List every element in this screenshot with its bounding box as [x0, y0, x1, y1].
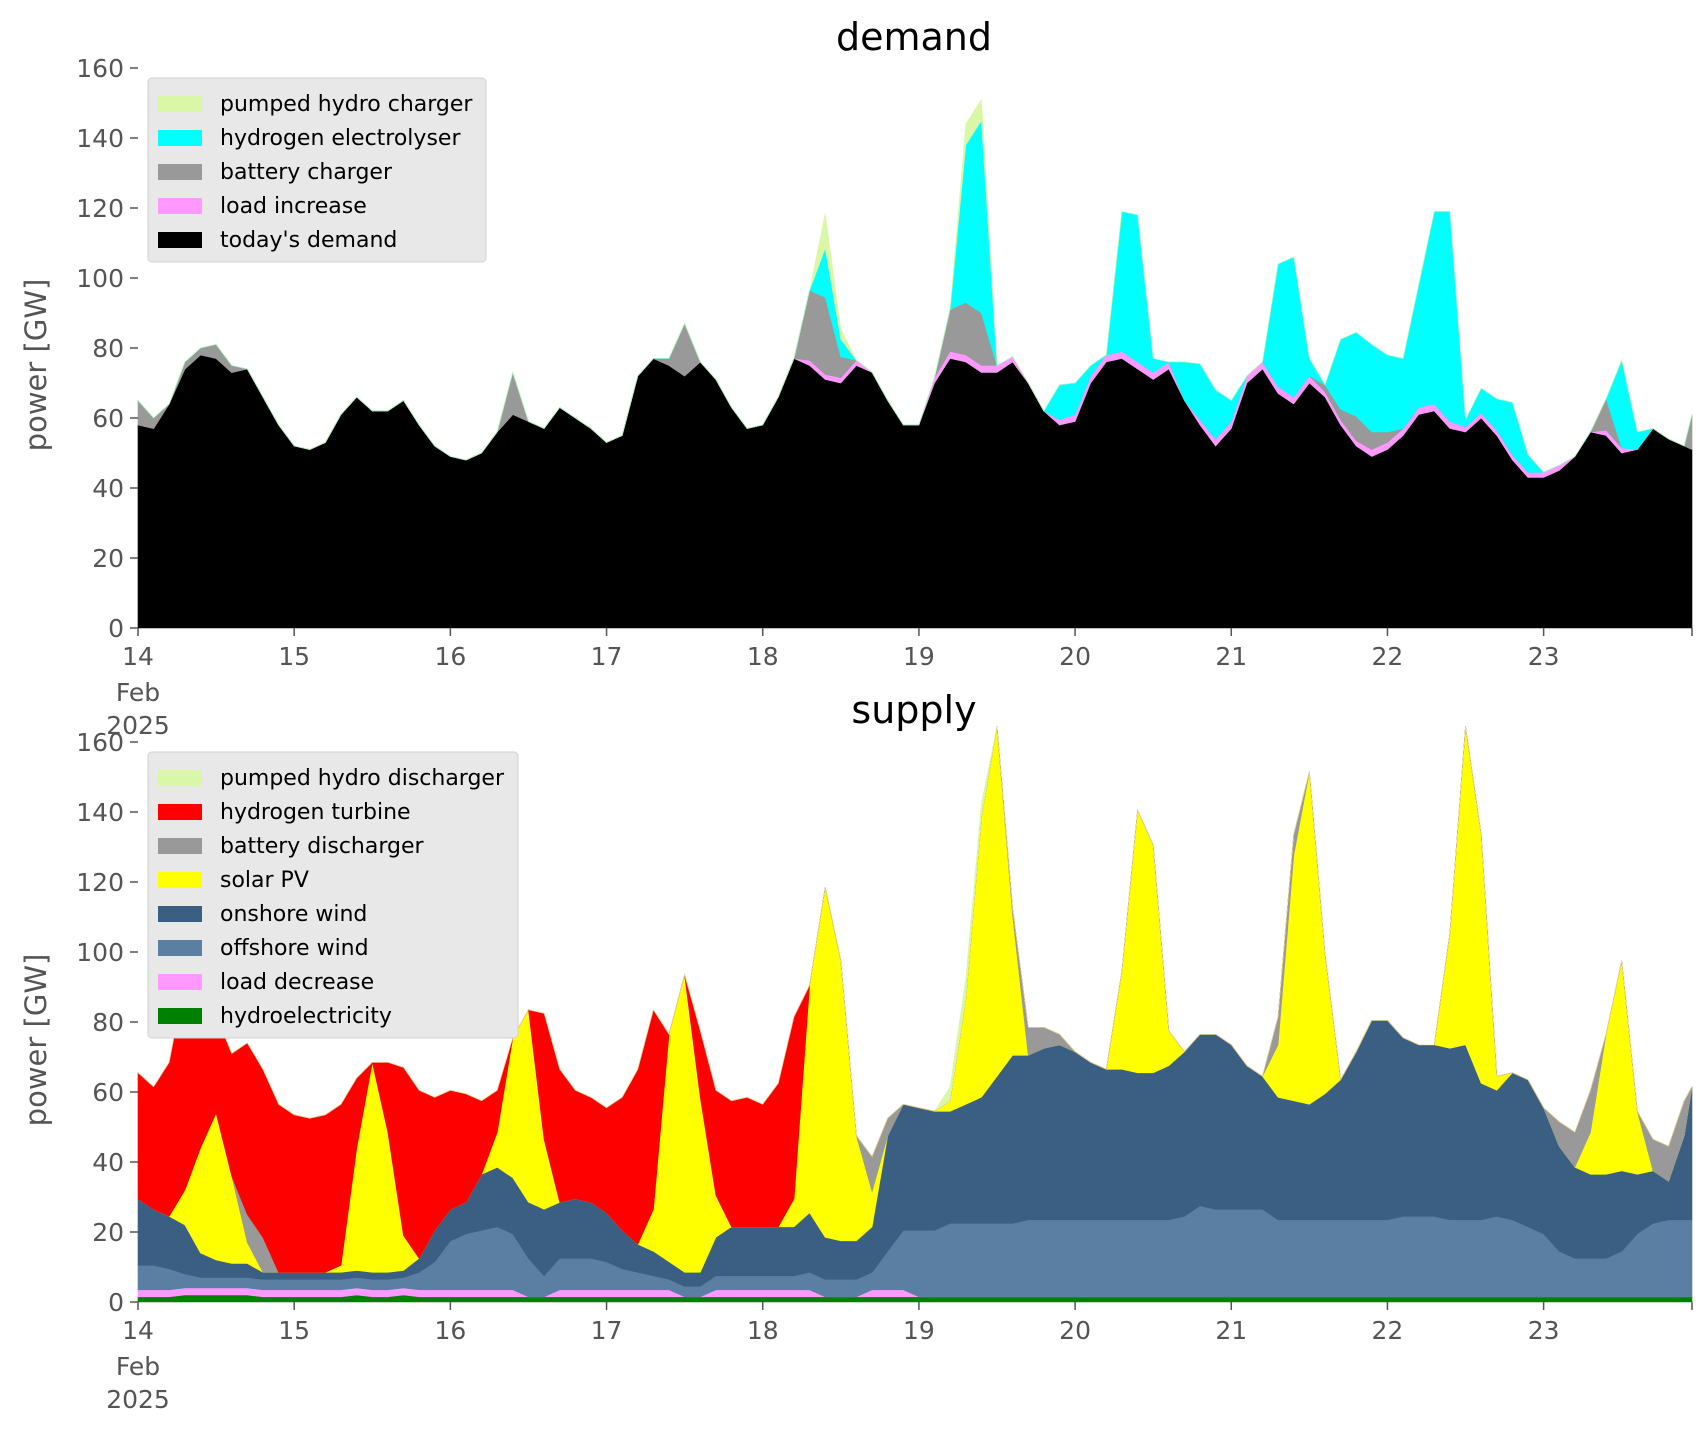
demand-y-tick-label: 20 — [92, 544, 124, 573]
demand-legend-label-today-s-demand: today's demand — [220, 228, 397, 253]
demand-y-tick-label: 0 — [108, 614, 124, 643]
supply-y-tick-label: 60 — [92, 1078, 124, 1107]
demand-legend-label-pumped-hydro-charger: pumped hydro charger — [220, 92, 473, 117]
supply-x-tick-label: 22 — [1372, 1316, 1404, 1345]
demand-y-tick-label: 80 — [92, 334, 124, 363]
supply-x-tick-sublabel: 2025 — [106, 1385, 170, 1414]
demand-legend-swatch-battery-charger — [158, 164, 202, 180]
demand-legend-swatch-load-increase — [158, 198, 202, 214]
supply-legend-swatch-battery-discharger — [158, 838, 202, 854]
supply-legend: pumped hydro discharger hydrogen turbine b… — [147, 751, 519, 1039]
demand-legend-swatch-hydrogen-electrolyser — [158, 130, 202, 146]
demand-y-tick-label: 40 — [92, 474, 124, 503]
supply-x-tick-label: 23 — [1528, 1316, 1560, 1345]
supply-y-tick-label: 100 — [76, 938, 124, 967]
supply-axes: 0 20 40 60 80 100 120 140 160 14 Feb 2025 15 16 17 18 19… — [76, 728, 1693, 1414]
supply-legend-label-onshore-wind: onshore wind — [220, 902, 367, 927]
supply-legend-label-hydrogen-turbine: hydrogen turbine — [220, 800, 411, 825]
demand-legend: pumped hydro charger hydrogen electrolyse… — [147, 77, 487, 263]
supply-y-tick-label: 160 — [76, 728, 124, 757]
supply-x-tick-label: 19 — [903, 1316, 935, 1345]
demand-legend-swatch-pumped-hydro-charger — [158, 96, 202, 112]
demand-x-tick-label: 17 — [591, 642, 623, 671]
supply-x-tick-sublabel: Feb — [116, 1352, 160, 1381]
supply-legend-swatch-hydroelectricity — [158, 1008, 202, 1024]
supply-x-tick-label: 21 — [1215, 1316, 1247, 1345]
supply-y-tick-label: 20 — [92, 1218, 124, 1247]
supply-legend-label-hydroelectricity: hydroelectricity — [220, 1004, 392, 1029]
demand-x-tick-sublabel: Feb — [116, 678, 160, 707]
demand-legend-swatch-today-s-demand — [158, 232, 202, 248]
supply-legend-swatch-solar-pv — [158, 872, 202, 888]
supply-legend-swatch-hydrogen-turbine — [158, 804, 202, 820]
demand-x-tick-label: 21 — [1215, 642, 1247, 671]
supply-legend-swatch-pumped-hydro-discharger — [158, 770, 202, 786]
demand-panel: demand power [GW] 0 20 40 60 80 100 120 140 160 1… — [19, 15, 1693, 740]
demand-x-tick-label: 20 — [1059, 642, 1091, 671]
demand-y-tick-label: 60 — [92, 404, 124, 433]
supply-panel: supply power [GW] 0 20 40 60 80 100 120 140 160 1… — [19, 688, 1693, 1414]
demand-pumped-hydro-charger-area — [137, 98, 1693, 473]
supply-legend-swatch-load-decrease — [158, 974, 202, 990]
supply-legend-box — [147, 751, 519, 1039]
demand-x-tick-label: 14 — [122, 642, 154, 671]
supply-legend-label-offshore-wind: offshore wind — [220, 936, 369, 961]
supply-legend-swatch-onshore-wind — [158, 906, 202, 922]
supply-legend-label-pumped-hydro-discharger: pumped hydro discharger — [220, 766, 505, 791]
demand-x-tick-label: 19 — [903, 642, 935, 671]
supply-legend-swatch-offshore-wind — [158, 940, 202, 956]
demand-x-tick-label: 15 — [278, 642, 310, 671]
supply-x-tick-label: 15 — [278, 1316, 310, 1345]
demand-x-tick-label: 23 — [1528, 642, 1560, 671]
supply-x-tick-label: 18 — [747, 1316, 779, 1345]
demand-legend-label-battery-charger: battery charger — [220, 160, 393, 185]
supply-legend-label-solar-pv: solar PV — [220, 868, 309, 893]
demand-legend-label-load-increase: load increase — [220, 194, 367, 219]
supply-plot-area — [137, 726, 1693, 1303]
supply-legend-label-load-decrease: load decrease — [220, 970, 374, 995]
supply-x-tick-label: 16 — [434, 1316, 466, 1345]
supply-y-tick-label: 0 — [108, 1288, 124, 1317]
supply-y-axis-label: power [GW] — [19, 954, 53, 1127]
demand-y-axis-label: power [GW] — [19, 279, 53, 452]
supply-pumped-hydro-discharger-area — [137, 726, 1693, 1158]
supply-y-tick-label: 80 — [92, 1008, 124, 1037]
demand-y-tick-label: 140 — [76, 124, 124, 153]
supply-y-tick-label: 40 — [92, 1148, 124, 1177]
demand-legend-box — [147, 77, 487, 263]
demand-x-tick-label: 22 — [1372, 642, 1404, 671]
demand-x-tick-sublabel: 2025 — [106, 711, 170, 740]
demand-axes: 0 20 40 60 80 100 120 140 160 14 Feb 2025 15 16 17 18 19… — [76, 54, 1693, 740]
supply-y-tick-label: 120 — [76, 868, 124, 897]
supply-x-tick-label: 17 — [591, 1316, 623, 1345]
demand-title: demand — [836, 15, 992, 59]
demand-x-tick-label: 18 — [747, 642, 779, 671]
supply-legend-label-battery-discharger: battery discharger — [220, 834, 425, 859]
demand-y-tick-label: 160 — [76, 54, 124, 83]
supply-x-tick-label: 14 — [122, 1316, 154, 1345]
demand-legend-label-hydrogen-electrolyser: hydrogen electrolyser — [220, 126, 461, 151]
supply-title: supply — [851, 688, 976, 732]
demand-y-tick-label: 120 — [76, 194, 124, 223]
demand-x-tick-label: 16 — [434, 642, 466, 671]
demand-y-tick-label: 100 — [76, 264, 124, 293]
supply-y-tick-label: 140 — [76, 798, 124, 827]
supply-x-tick-label: 20 — [1059, 1316, 1091, 1345]
